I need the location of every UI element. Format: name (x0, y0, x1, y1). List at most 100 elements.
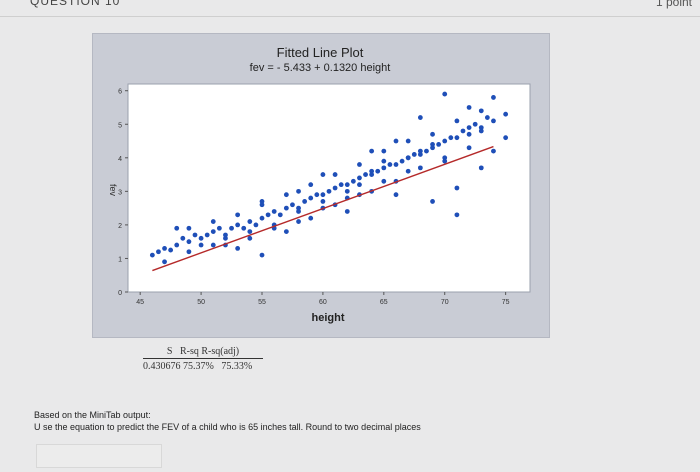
data-point (503, 111, 509, 117)
data-point (466, 105, 472, 110)
data-point (466, 125, 472, 131)
data-point (491, 118, 496, 124)
x-tick-label: 60 (319, 299, 327, 306)
data-point (302, 199, 308, 204)
data-point (332, 172, 338, 177)
data-point (174, 242, 180, 248)
data-point (430, 141, 435, 147)
data-point (290, 202, 295, 208)
data-point (369, 168, 375, 174)
data-point (442, 158, 448, 164)
data-point (344, 182, 350, 188)
data-point (259, 215, 265, 221)
y-tick-label: 1 (118, 256, 122, 263)
data-point (436, 141, 442, 147)
data-point (259, 199, 265, 204)
data-point (424, 148, 429, 154)
data-point (393, 192, 399, 198)
data-point (186, 225, 192, 231)
x-tick-label: 65 (380, 299, 388, 306)
x-tick-label: 70 (441, 299, 449, 306)
y-axis-label: fev (108, 184, 118, 197)
data-point (156, 249, 161, 255)
data-point (393, 162, 399, 167)
chart-subtitle: fev = - 5.433 + 0.1320 height (249, 62, 391, 74)
data-point (478, 128, 484, 134)
x-tick-label: 45 (136, 299, 144, 306)
summary-header-s: S (166, 346, 173, 357)
x-axis-label: height (312, 312, 345, 324)
data-point (393, 138, 399, 144)
data-point (399, 158, 405, 164)
answer-input[interactable] (36, 444, 162, 468)
data-point (235, 245, 241, 251)
data-point (454, 135, 460, 141)
data-point (491, 148, 496, 154)
data-point (478, 108, 484, 114)
data-point (369, 148, 375, 154)
data-point (466, 145, 472, 151)
data-point (229, 225, 234, 231)
data-point (283, 205, 289, 211)
data-point (417, 165, 423, 171)
data-point (259, 202, 265, 208)
data-point (466, 131, 472, 137)
data-point (338, 182, 344, 188)
data-point (478, 125, 484, 131)
y-tick-label: 2 (118, 223, 122, 230)
header-divider (0, 16, 700, 17)
data-point (180, 235, 186, 241)
data-point (235, 222, 241, 228)
x-tick-label: 75 (502, 299, 510, 306)
data-point (314, 192, 320, 198)
plot-area (127, 83, 531, 293)
question-line-1: Based on the MiniTab output: (34, 410, 151, 420)
data-point (296, 205, 301, 211)
y-tick-label: 4 (118, 156, 122, 163)
data-point (247, 229, 253, 235)
data-point (350, 178, 356, 184)
data-point (320, 172, 326, 177)
data-point (472, 121, 478, 127)
data-point (357, 175, 362, 181)
data-point (271, 209, 277, 214)
data-point (235, 212, 241, 218)
data-point (460, 128, 466, 134)
y-tick-label: 5 (118, 122, 122, 129)
data-point (405, 138, 411, 144)
data-point (387, 162, 393, 167)
data-point (484, 115, 490, 120)
data-point (320, 199, 326, 204)
data-point (478, 165, 484, 171)
data-point (223, 232, 228, 238)
data-point (198, 235, 204, 241)
summary-value-rsq-adj: 75.33% (221, 361, 253, 372)
data-point (277, 212, 283, 218)
data-point (430, 131, 435, 137)
points-series (149, 91, 509, 265)
data-point (296, 219, 301, 224)
data-point (283, 229, 289, 235)
x-tick-label: 55 (258, 299, 266, 306)
data-point (253, 222, 259, 228)
data-point (381, 148, 387, 154)
data-point (204, 232, 210, 238)
data-point (454, 185, 460, 191)
data-point (283, 192, 289, 198)
data-point (296, 209, 301, 214)
data-point (454, 212, 460, 218)
data-point (411, 152, 417, 157)
data-point (241, 225, 247, 231)
summary-header-rsq: R-sq (179, 346, 199, 357)
data-point (326, 188, 332, 194)
data-point (308, 182, 314, 188)
data-point (168, 247, 174, 253)
data-point (417, 152, 423, 157)
data-point (503, 135, 509, 141)
data-point (210, 219, 216, 224)
data-point (430, 145, 435, 151)
y-axis: 0 1 2 3 4 5 6 (118, 89, 128, 297)
data-point (344, 209, 350, 214)
data-point (210, 229, 216, 235)
y-tick-label: 3 (118, 189, 122, 196)
